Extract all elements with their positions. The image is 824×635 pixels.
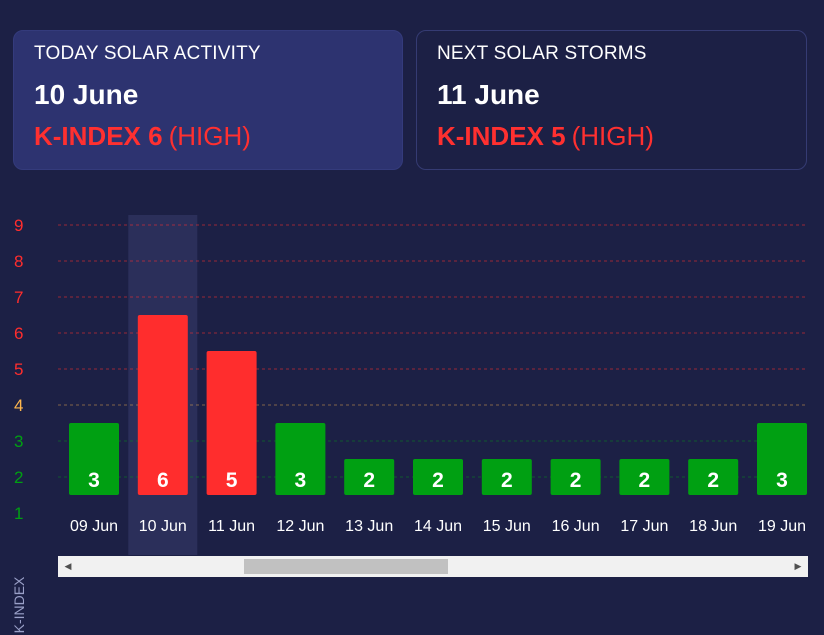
today-card-label: TODAY SOLAR ACTIVITY — [34, 43, 261, 64]
bar — [344, 459, 395, 495]
next-card-kindex-line: K-INDEX 5 (HIGH) — [437, 121, 786, 152]
next-card-level: (HIGH) — [571, 121, 654, 151]
bar — [481, 459, 532, 495]
bar-value-label: 2 — [501, 469, 513, 492]
x-tick-label: 09 Jun — [70, 518, 118, 535]
bar-value-label: 2 — [363, 469, 375, 492]
next-card-label: NEXT SOLAR STORMS — [437, 43, 647, 64]
bar — [275, 423, 326, 495]
bar-value-label: 6 — [157, 469, 169, 492]
today-card-kindex-line: K-INDEX 6 (HIGH) — [34, 121, 382, 152]
next-card-date: 11 June — [437, 79, 540, 110]
next-card-kindex: K-INDEX 5 — [437, 121, 566, 151]
x-tick-label: 14 Jun — [414, 518, 462, 535]
today-card-date: 10 June — [34, 79, 139, 110]
bar — [413, 459, 463, 495]
y-tick-label: 2 — [14, 468, 23, 487]
bar-value-label: 2 — [639, 469, 651, 492]
today-card-kindex: K-INDEX 6 — [34, 121, 163, 151]
bar-value-label: 5 — [226, 469, 238, 492]
bar-value-label: 3 — [295, 469, 307, 492]
y-tick-label: 3 — [14, 432, 23, 451]
bar — [69, 423, 119, 495]
bar — [550, 459, 601, 495]
x-tick-label: 17 Jun — [620, 518, 668, 535]
x-tick-label: 15 Jun — [483, 518, 531, 535]
bar-value-label: 2 — [707, 469, 719, 492]
x-tick-label: 19 Jun — [758, 518, 806, 535]
x-tick-label: 12 Jun — [276, 518, 324, 535]
bar-value-label: 3 — [776, 469, 788, 492]
today-card-level: (HIGH) — [168, 121, 251, 151]
bar — [206, 351, 257, 495]
bar — [688, 459, 739, 495]
y-tick-label: 8 — [14, 252, 23, 271]
next-solar-storms-card[interactable]: NEXT SOLAR STORMS 11 June K-INDEX 5 (HIGH… — [416, 30, 807, 170]
scrollbar-thumb[interactable] — [244, 559, 448, 574]
y-tick-label: 9 — [14, 216, 23, 235]
bar — [757, 423, 807, 495]
y-axis-label: K-INDEX — [11, 576, 27, 633]
y-tick-label: 1 — [14, 504, 23, 523]
y-tick-label: 7 — [14, 288, 23, 307]
bar-value-label: 2 — [570, 469, 582, 492]
today-solar-activity-card: TODAY SOLAR ACTIVITY 10 June K-INDEX 6 (H… — [13, 30, 403, 170]
x-tick-label: 10 Jun — [139, 518, 187, 535]
y-tick-label: 4 — [14, 396, 23, 415]
kindex-bar-chart: 1 2 3 4 5 6 7 8 9 3 09 Jun 6 10 Jun 5 11 Jun 3 12 Jun 2 13… — [11, 215, 808, 633]
x-tick-label: 16 Jun — [552, 518, 600, 535]
scroll-right-arrow-icon[interactable]: ▶ — [794, 561, 802, 571]
x-tick-label: 13 Jun — [345, 518, 393, 535]
chart-horizontal-scrollbar[interactable]: ◀ ▶ — [58, 556, 808, 577]
x-tick-label: 18 Jun — [689, 518, 737, 535]
y-tick-label: 5 — [14, 360, 23, 379]
bar — [137, 315, 188, 495]
bar-value-label: 3 — [88, 469, 100, 492]
x-tick-label: 11 Jun — [208, 518, 255, 535]
y-tick-label: 6 — [14, 324, 23, 343]
bar — [619, 459, 670, 495]
scroll-left-arrow-icon[interactable]: ◀ — [64, 561, 72, 571]
bar-value-label: 2 — [432, 469, 444, 492]
